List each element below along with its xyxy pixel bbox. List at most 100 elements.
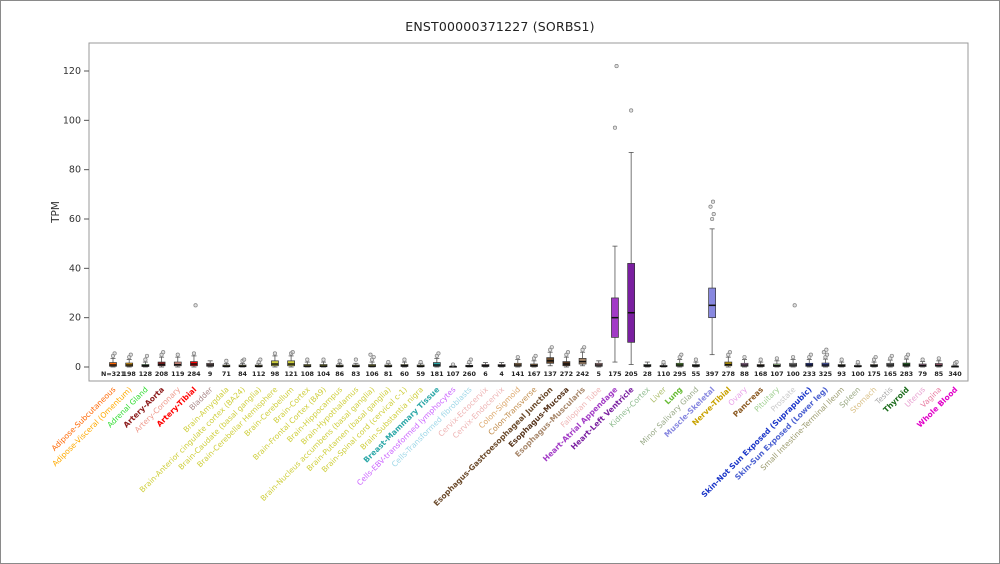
y-tick-label: 40	[69, 263, 81, 274]
sample-count: 107	[446, 370, 459, 378]
outlier-point	[128, 352, 133, 357]
sample-count: 100	[851, 370, 865, 378]
sample-count: 167	[527, 370, 540, 378]
sample-count: 233	[803, 370, 816, 378]
sample-count: 104	[317, 370, 331, 378]
sample-count: 208	[155, 370, 169, 378]
box	[708, 287, 716, 319]
outlier-point	[450, 362, 456, 367]
outlier-point	[175, 352, 180, 357]
sample-count: 283	[900, 370, 913, 378]
outlier-point	[808, 352, 813, 357]
outlier-point	[905, 352, 911, 357]
sample-count: 83	[351, 370, 360, 378]
outlier-point	[839, 357, 844, 362]
outlier-point	[758, 357, 763, 362]
outlier-point	[436, 351, 441, 356]
outlier-point	[727, 350, 732, 355]
outlier-point	[305, 357, 310, 362]
sample-count: 205	[624, 370, 637, 378]
outlier-point	[418, 360, 423, 365]
sample-count: 137	[544, 370, 557, 378]
outlier-point	[693, 357, 698, 362]
outlier-point	[290, 350, 295, 355]
outlier-point	[161, 350, 166, 355]
tissue-label: Adipose-Subcutaneous	[50, 385, 118, 453]
outlier-point	[368, 352, 373, 357]
sample-count: 59	[416, 370, 425, 378]
sample-count: 60	[400, 370, 409, 378]
outlier-point	[936, 356, 941, 361]
sample-count: 9	[208, 370, 213, 378]
outlier-point	[386, 360, 391, 365]
outlier-point	[824, 347, 829, 352]
outlier-point	[191, 351, 197, 356]
sample-count: 141	[511, 370, 524, 378]
chart-title: ENST00000371227 (SORBS1)	[405, 19, 595, 34]
outlier-point	[612, 125, 618, 130]
sample-count: 272	[560, 370, 573, 378]
outlier-point	[337, 358, 342, 363]
y-tick-label: 120	[63, 66, 81, 77]
outlier-point	[855, 360, 860, 365]
tissue-label: Adipose-Visceral (Omentum)	[50, 385, 133, 468]
sample-count: 284	[187, 370, 201, 378]
sample-count: 84	[238, 370, 247, 378]
sample-count: 98	[270, 370, 279, 378]
sample-count: 198	[123, 370, 137, 378]
outlier-point	[889, 353, 894, 358]
sample-count: 397	[705, 370, 718, 378]
outlier-point	[629, 108, 634, 113]
sample-count: N=321	[101, 370, 125, 378]
sample-count: 108	[301, 370, 315, 378]
y-axis-label: TPM	[50, 201, 62, 224]
outlier-point	[144, 353, 150, 358]
sample-count: 86	[335, 370, 344, 378]
sample-count: 6	[483, 370, 488, 378]
sample-count: 28	[643, 370, 652, 378]
sample-count: 295	[673, 370, 686, 378]
sample-count: 106	[365, 370, 379, 378]
sample-count: 55	[691, 370, 700, 378]
sample-count: 5	[597, 370, 601, 378]
sample-count: 88	[740, 370, 749, 378]
outlier-point	[614, 64, 619, 69]
outlier-point	[661, 360, 666, 365]
sample-count: 71	[222, 370, 231, 378]
outlier-point	[515, 355, 520, 360]
outlier-point	[533, 353, 538, 358]
sample-count: 107	[770, 370, 783, 378]
sample-count: 181	[430, 370, 443, 378]
sample-count: 85	[934, 370, 943, 378]
outlier-point	[825, 352, 830, 357]
y-tick-label: 60	[69, 214, 81, 225]
outlier-point	[742, 355, 747, 360]
outlier-point	[565, 350, 571, 355]
box	[627, 263, 636, 343]
outlier-point	[954, 360, 959, 365]
sample-count: 100	[786, 370, 800, 378]
outlier-point	[710, 216, 715, 222]
sample-count: 278	[722, 370, 736, 378]
sample-count: 93	[837, 370, 846, 378]
sample-count: 81	[384, 370, 393, 378]
sample-count: 79	[918, 370, 927, 378]
outlier-point	[679, 352, 684, 357]
sample-count: 110	[657, 370, 671, 378]
y-tick-label: 0	[75, 362, 81, 373]
y-tick-label: 20	[69, 313, 81, 324]
outlier-point	[711, 212, 716, 217]
outlier-point	[708, 204, 713, 209]
outlier-point	[193, 303, 198, 308]
sample-count: 112	[252, 370, 265, 378]
outlier-point	[549, 345, 554, 350]
outlier-point	[582, 345, 587, 350]
outlier-point	[143, 357, 148, 362]
outlier-point	[920, 357, 925, 362]
outlier-point	[792, 303, 797, 308]
outlier-point	[468, 357, 473, 362]
outlier-point	[224, 358, 229, 363]
outlier-point	[710, 199, 716, 204]
